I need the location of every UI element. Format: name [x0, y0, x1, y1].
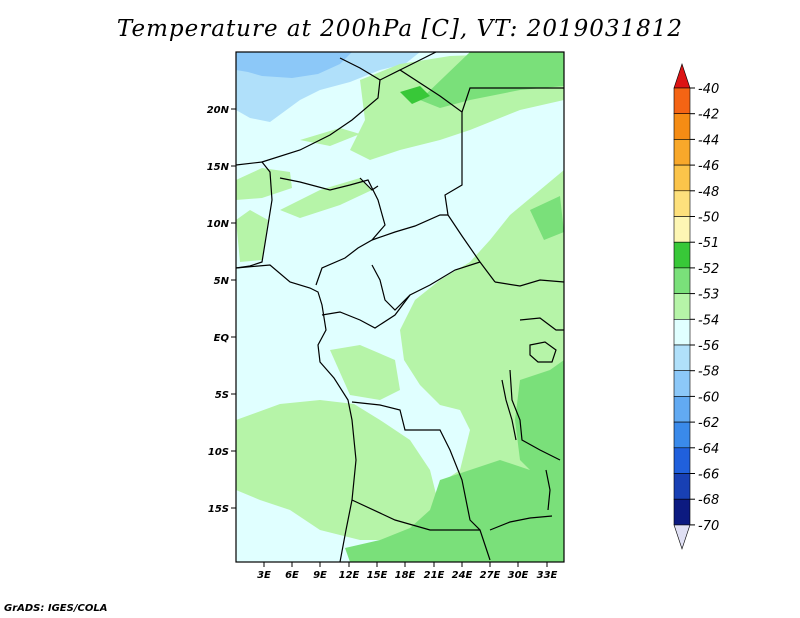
- border-congo: [321, 294, 411, 329]
- lat-label: 20N: [207, 105, 230, 116]
- colorbar-swatch: [673, 87, 691, 115]
- colorbar-swatch: [673, 318, 691, 346]
- colorbar-swatch: [673, 293, 691, 320]
- warm-region-southwest: [236, 400, 440, 540]
- border-north-2: [379, 69, 496, 283]
- colorbar-label: -66: [698, 468, 719, 483]
- border-car: [371, 261, 481, 311]
- warm-band-north-core: [420, 52, 564, 108]
- cold-core-north: [236, 52, 352, 78]
- colorbar-swatch: [673, 370, 691, 397]
- lat-label: 5N: [214, 276, 230, 287]
- lon-label: 21E: [424, 570, 445, 581]
- colorbar-label: -46: [698, 159, 719, 174]
- lon-label: 6E: [285, 570, 299, 581]
- warm-region-east: [370, 170, 564, 562]
- colorbar-label: -42: [698, 108, 719, 123]
- colorbar-swatch: [673, 164, 691, 192]
- map-title: Temperature at 200hPa [C], VT: 201903181…: [116, 16, 684, 42]
- colorbar-label: -70: [698, 519, 719, 534]
- colorbar-swatch: [673, 498, 691, 526]
- lon-label: 3E: [257, 570, 271, 581]
- lon-label: 33E: [537, 570, 558, 581]
- colorbar-swatch: [673, 190, 691, 217]
- colorbar-label: -40: [698, 82, 719, 97]
- lake-malawi: [545, 469, 551, 511]
- colorbar-swatch: [673, 216, 691, 243]
- lat-label: 10N: [207, 219, 230, 230]
- colorbar: -40 -42 -44 -46 -48 -50 -51 -52 -53 -54 -56 -58 -60 -…: [673, 63, 719, 550]
- border-libya-egypt: [461, 87, 564, 113]
- lat-label: 15S: [208, 504, 229, 515]
- colorbar-label: -52: [698, 262, 719, 277]
- colorbar-label: -44: [698, 133, 719, 148]
- longitude-axis: 3E 6E 9E 12E 15E 18E 21E 24E 27E 30E 33E: [257, 562, 558, 581]
- colorbar-label: -56: [698, 339, 719, 354]
- lat-label: EQ: [214, 333, 230, 344]
- colorbar-label: -53: [698, 288, 719, 303]
- colorbar-label: -48: [698, 185, 719, 200]
- colorbar-label: -64: [698, 442, 719, 457]
- border-chad-sudan: [399, 52, 437, 71]
- lon-label: 24E: [452, 570, 473, 581]
- lon-label: 18E: [395, 570, 416, 581]
- warm-region-east-core: [515, 360, 564, 480]
- warm-streak-3: [300, 128, 360, 146]
- border-angola-zambia: [351, 499, 480, 531]
- lon-label: 15E: [367, 570, 388, 581]
- border-east-2: [519, 317, 564, 331]
- lon-label: 27E: [480, 570, 501, 581]
- grads-credit: GrADS: IGES/COLA: [4, 603, 108, 614]
- lat-label: 10S: [208, 447, 229, 458]
- colorbar-swatch: [673, 396, 691, 423]
- colorbar-label: -58: [698, 365, 719, 380]
- border-east-1: [494, 279, 564, 287]
- colorbar-swatch: [673, 473, 691, 500]
- border-east-3: [509, 369, 561, 461]
- warm-streak-2: [280, 178, 372, 218]
- lon-label: 9E: [313, 570, 327, 581]
- warm-streak-1: [236, 168, 292, 200]
- border-south: [489, 515, 553, 531]
- warm-spot-northeast: [530, 196, 564, 240]
- border-cameroon: [371, 214, 448, 241]
- country-boundaries: [236, 52, 564, 562]
- coastline-west-africa: [236, 161, 273, 269]
- coastline-gulf-of-guinea: [236, 264, 357, 562]
- border-sahel: [279, 177, 386, 286]
- colorbar-swatch: [673, 421, 691, 449]
- warm-region-central: [330, 345, 400, 400]
- colorbar-swatch: [673, 267, 691, 294]
- warm-spot-north: [400, 86, 430, 104]
- lat-label: 15N: [207, 162, 230, 173]
- lon-label: 30E: [508, 570, 529, 581]
- colorbar-swatch: [673, 139, 691, 166]
- colorbar-label: -68: [698, 493, 719, 508]
- warm-region-west-coast: [236, 210, 268, 262]
- lat-label: 5S: [215, 390, 229, 401]
- colorbar-swatch: [673, 113, 691, 140]
- lon-label: 12E: [339, 570, 360, 581]
- colorbar-swatch: [673, 241, 691, 269]
- colorbar-swatch: [673, 447, 691, 474]
- warm-region-southeast-core: [345, 460, 564, 562]
- border-drc-angola: [351, 401, 491, 561]
- temperature-field: [236, 52, 564, 562]
- colorbar-label: -60: [698, 390, 719, 405]
- border-north-detail: [359, 177, 379, 191]
- colorbar-label: -62: [698, 416, 719, 431]
- colorbar-label: -51: [698, 236, 719, 251]
- colorbar-bottom-arrow: [673, 524, 691, 550]
- lake-tanganyika: [501, 379, 517, 441]
- latitude-axis: 20N 15N 10N 5N EQ 5S 10S 15S: [207, 105, 236, 515]
- colorbar-swatch: [673, 344, 691, 372]
- lake-victoria: [529, 341, 557, 363]
- colorbar-label: -50: [698, 211, 719, 226]
- plot-frame: [235, 51, 565, 563]
- colorbar-label: -54: [698, 313, 719, 328]
- border-north-1: [261, 57, 381, 163]
- colorbar-top-arrow: [673, 63, 691, 89]
